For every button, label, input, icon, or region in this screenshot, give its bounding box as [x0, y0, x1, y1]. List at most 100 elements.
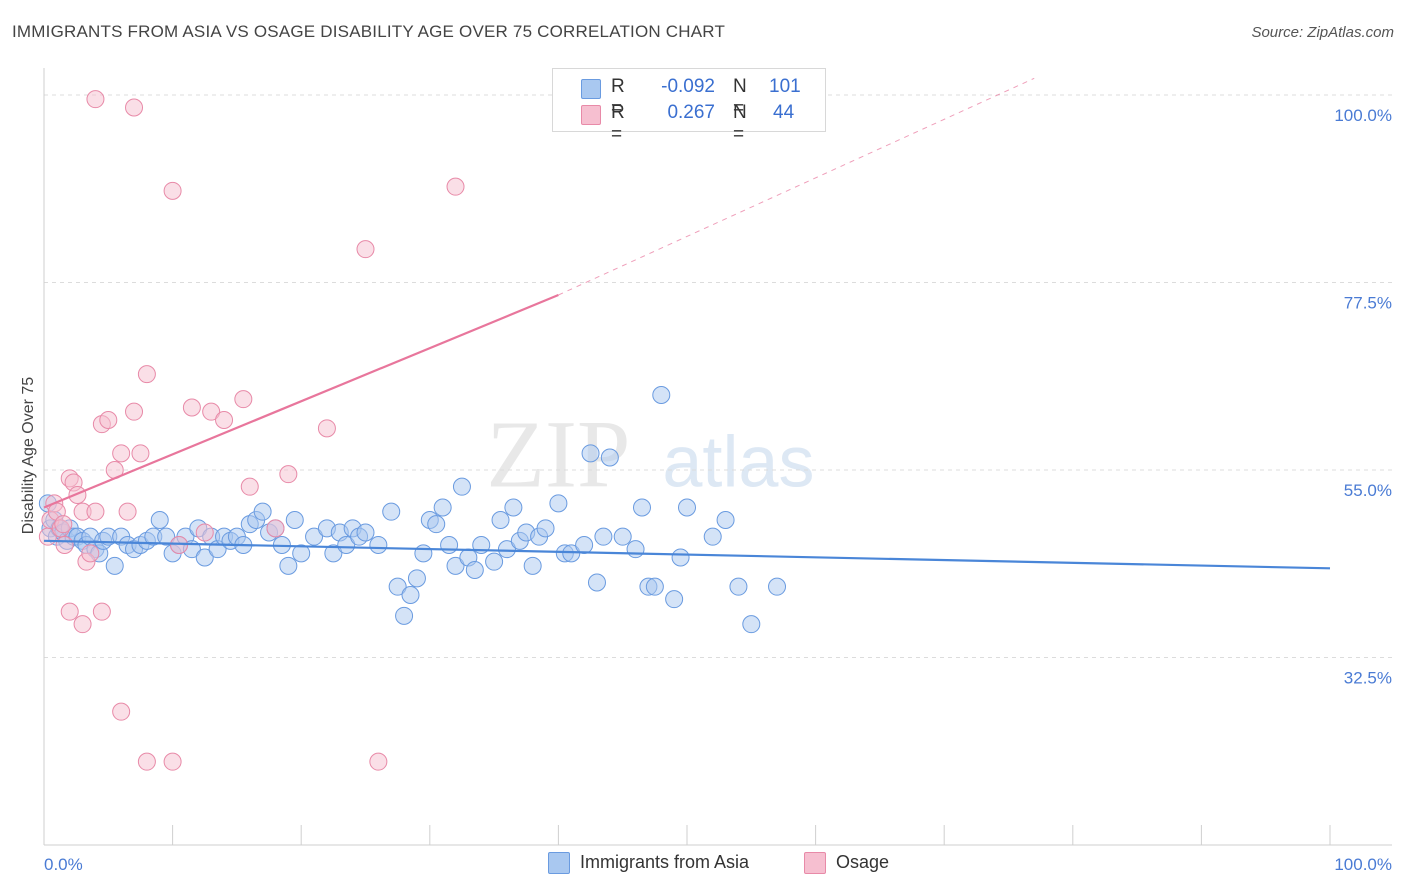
point-osage [73, 615, 92, 634]
point-asia [652, 386, 671, 404]
point-asia [768, 577, 787, 596]
point-osage [163, 752, 182, 771]
point-asia [285, 511, 304, 529]
point-asia [427, 515, 446, 534]
point-osage [112, 702, 131, 721]
point-asia [729, 577, 748, 596]
point-asia [742, 615, 761, 634]
bottom-legend-swatch-asia [548, 852, 570, 874]
point-asia [305, 527, 324, 546]
point-asia [600, 448, 619, 467]
point-osage [202, 402, 221, 421]
x-tick-label-max: 100.0% [1334, 855, 1392, 874]
legend-n-value-osage: 44 [773, 102, 795, 123]
point-osage [54, 515, 73, 534]
point-osage [279, 465, 298, 484]
point-asia [536, 519, 555, 538]
point-osage [215, 411, 234, 429]
bottom-legend-swatch-osage [804, 852, 826, 874]
point-asia [703, 527, 722, 546]
point-osage [92, 602, 111, 621]
legend-r-label: R = [611, 76, 625, 119]
legend-n-label: N = [733, 102, 747, 145]
point-asia [414, 544, 433, 563]
point-osage [195, 523, 214, 542]
y-tick-label: 55.0% [1344, 481, 1392, 500]
trend-line-osage-extension [558, 77, 1035, 296]
point-asia [337, 536, 356, 554]
point-asia [581, 444, 600, 463]
point-asia [575, 536, 594, 554]
point-osage [170, 536, 189, 554]
point-osage [137, 365, 156, 384]
point-osage [131, 444, 150, 463]
point-osage [446, 177, 465, 196]
point-asia [407, 569, 426, 588]
legend-r-label: R = [611, 102, 625, 145]
point-osage [137, 752, 156, 771]
source-label: Source: ZipAtlas.com [1251, 24, 1394, 41]
point-asia [356, 523, 375, 542]
legend-r-value-osage: 0.267 [667, 102, 715, 123]
point-asia [613, 527, 632, 546]
point-asia [594, 527, 613, 546]
point-osage [317, 419, 336, 438]
watermark-atlas: atlas [662, 423, 814, 503]
legend-swatch-osage [581, 105, 601, 125]
point-asia [157, 527, 176, 546]
point-asia [105, 556, 124, 575]
point-asia [485, 552, 504, 571]
trend-line-asia [43, 539, 1331, 570]
point-asia [665, 590, 684, 609]
legend-n-value-asia: 101 [769, 76, 801, 97]
point-asia [678, 498, 696, 517]
point-osage [99, 411, 118, 429]
point-osage [266, 519, 285, 538]
point-osage [240, 477, 259, 496]
legend-n-label: N = [733, 76, 747, 119]
point-asia [626, 540, 645, 559]
point-asia [671, 548, 690, 567]
point-osage [60, 602, 79, 621]
point-asia [504, 498, 523, 517]
bottom-legend-label-osage: Osage [836, 852, 890, 872]
point-osage [163, 181, 182, 200]
y-tick-label: 32.5% [1344, 669, 1392, 688]
point-asia [395, 606, 414, 625]
point-osage [369, 752, 388, 771]
x-tick-label-min: 0.0% [44, 855, 83, 874]
point-osage [125, 402, 144, 421]
point-asia [452, 477, 471, 496]
point-osage [182, 398, 201, 417]
legend-swatch-asia [581, 79, 601, 99]
point-asia [645, 577, 664, 596]
point-asia [369, 536, 388, 554]
bottom-legend-label-asia: Immigrants from Asia [580, 852, 750, 872]
y-tick-label: 77.5% [1344, 294, 1392, 313]
point-asia [716, 511, 735, 529]
point-asia [253, 502, 272, 521]
point-asia [388, 577, 407, 596]
point-asia [446, 556, 465, 575]
point-osage [112, 444, 131, 463]
chart-title: IMMIGRANTS FROM ASIA VS OSAGE DISABILITY… [12, 22, 726, 41]
point-osage [55, 536, 74, 554]
legend-r-value-asia: -0.092 [661, 76, 715, 97]
point-asia [195, 548, 214, 567]
point-asia [324, 544, 343, 563]
point-asia [549, 494, 568, 513]
point-asia [523, 556, 542, 575]
point-osage [125, 98, 144, 117]
point-osage [234, 390, 253, 409]
point-asia [433, 498, 452, 517]
point-asia [632, 498, 651, 517]
point-asia [150, 511, 169, 529]
point-osage [86, 502, 105, 521]
correlation-legend: R = -0.092 N = 101 R = 0.267 N = 44 [552, 68, 826, 145]
point-asia [382, 502, 401, 521]
point-asia [279, 556, 298, 575]
point-osage [81, 544, 100, 563]
point-osage [356, 240, 375, 259]
point-asia [491, 511, 510, 529]
